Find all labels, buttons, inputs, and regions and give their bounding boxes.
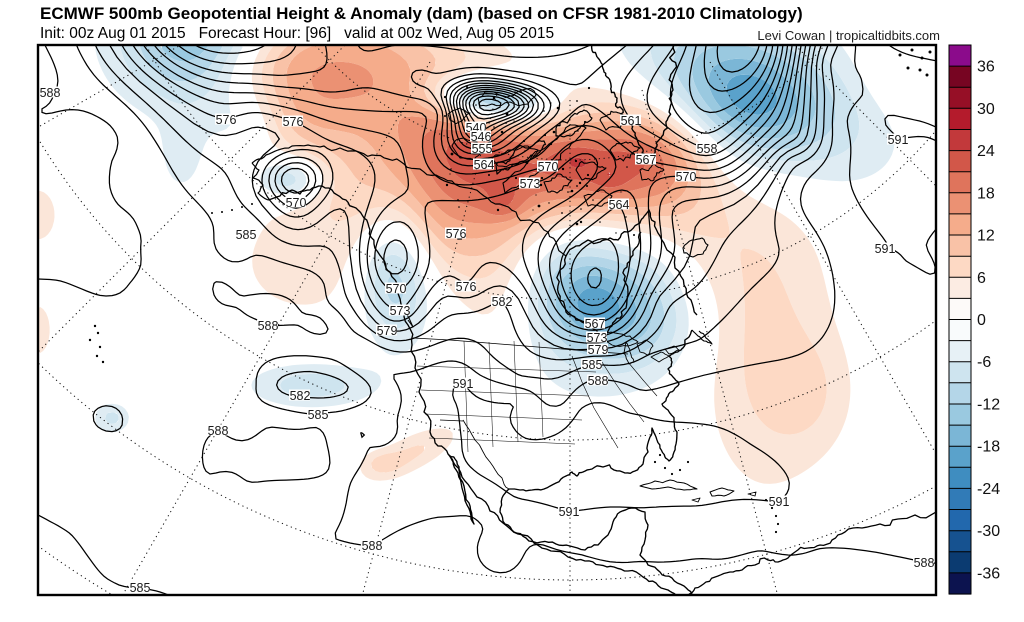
svg-text:570: 570 [538, 160, 559, 174]
svg-text:561: 561 [621, 114, 642, 128]
svg-text:564: 564 [609, 198, 630, 212]
svg-text:585: 585 [308, 408, 329, 422]
svg-text:588: 588 [258, 319, 279, 333]
svg-text:591: 591 [453, 377, 474, 391]
svg-text:36: 36 [977, 59, 995, 76]
svg-text:576: 576 [446, 227, 467, 241]
svg-text:-6: -6 [977, 354, 991, 371]
svg-text:-36: -36 [977, 565, 1000, 582]
svg-text:558: 558 [697, 142, 718, 156]
svg-text:588: 588 [362, 539, 383, 553]
svg-text:567: 567 [636, 153, 657, 167]
svg-text:6: 6 [977, 270, 986, 287]
svg-text:588: 588 [914, 556, 935, 570]
svg-text:585: 585 [236, 228, 257, 242]
svg-text:585: 585 [582, 358, 603, 372]
svg-text:546: 546 [471, 130, 492, 144]
svg-text:-12: -12 [977, 397, 1000, 414]
svg-text:-18: -18 [977, 439, 1000, 456]
svg-text:570: 570 [286, 196, 307, 210]
svg-text:576: 576 [216, 113, 237, 127]
svg-text:30: 30 [977, 101, 995, 118]
svg-text:-30: -30 [977, 523, 1000, 540]
svg-text:567: 567 [585, 317, 606, 331]
svg-text:-24: -24 [977, 481, 1000, 498]
svg-text:588: 588 [40, 86, 61, 100]
svg-text:24: 24 [977, 143, 995, 160]
svg-text:570: 570 [386, 282, 407, 296]
svg-text:579: 579 [377, 324, 398, 338]
svg-text:573: 573 [587, 331, 608, 345]
svg-text:588: 588 [208, 424, 229, 438]
svg-text:555: 555 [472, 142, 493, 156]
svg-text:591: 591 [559, 505, 580, 519]
svg-text:0: 0 [977, 312, 986, 329]
svg-text:18: 18 [977, 185, 995, 202]
svg-text:582: 582 [290, 389, 311, 403]
svg-text:582: 582 [492, 295, 513, 309]
svg-text:585: 585 [130, 581, 151, 595]
svg-text:591: 591 [769, 495, 790, 509]
svg-text:576: 576 [456, 280, 477, 294]
svg-text:591: 591 [875, 242, 896, 256]
svg-text:591: 591 [888, 133, 909, 147]
svg-text:588: 588 [588, 374, 609, 388]
svg-text:573: 573 [520, 177, 541, 191]
svg-text:579: 579 [588, 343, 609, 357]
svg-text:12: 12 [977, 228, 995, 245]
svg-text:570: 570 [676, 170, 697, 184]
svg-text:576: 576 [283, 115, 304, 129]
svg-text:573: 573 [390, 304, 411, 318]
svg-text:564: 564 [474, 158, 495, 172]
